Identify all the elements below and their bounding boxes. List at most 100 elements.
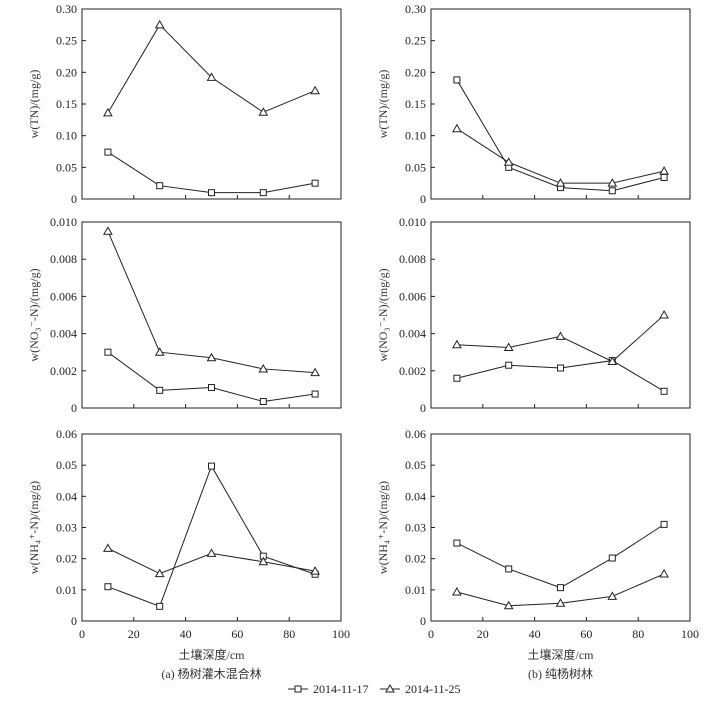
- y-tick-label: 0: [420, 401, 426, 415]
- x-tick-label: 40: [180, 627, 192, 641]
- triangle-marker: [310, 85, 320, 95]
- y-axis-label: w(TN)/(mg/g): [27, 70, 41, 139]
- panel-caption: (a) 杨树灌木混合林: [161, 666, 261, 681]
- y-tick-label: 0.008: [50, 252, 77, 266]
- triangle-marker: [659, 166, 669, 175]
- y-tick-label: 0: [420, 614, 426, 628]
- y-tick-label: 0.05: [405, 160, 426, 174]
- triangle-marker: [258, 556, 269, 566]
- triangle-marker: [607, 591, 618, 600]
- triangle-marker: [310, 566, 320, 575]
- y-tick-label: 0.10: [405, 129, 426, 143]
- square-marker: [311, 179, 319, 187]
- triangle-marker: [607, 178, 618, 187]
- series-line: [107, 24, 316, 114]
- series-line: [456, 523, 665, 589]
- x-tick-label: 0: [79, 627, 85, 641]
- x-tick-label: 80: [283, 627, 295, 641]
- series-2014-11-17: [104, 348, 319, 405]
- series-2014-11-17: [104, 148, 319, 197]
- x-tick-label: 20: [477, 627, 489, 641]
- series-line: [456, 79, 665, 192]
- triangle-marker: [659, 309, 669, 319]
- series-line: [107, 464, 316, 607]
- legend: 2014-11-17 2014-11-25: [288, 682, 461, 696]
- triangle-marker: [154, 347, 165, 356]
- series-2014-11-17: [453, 520, 668, 592]
- y-tick-label: 0: [71, 614, 77, 628]
- plot-frame: [81, 221, 342, 409]
- triangle-marker: [206, 352, 217, 362]
- x-axis-label: 土壤深度/cm: [179, 647, 246, 662]
- square-marker: [505, 361, 513, 369]
- legend-label: 2014-11-17: [313, 682, 369, 696]
- triangle-marker: [258, 363, 269, 373]
- y-tick-label: 0.30: [56, 2, 77, 16]
- series-line: [456, 128, 665, 184]
- series-2014-11-17: [104, 462, 319, 610]
- series-2014-11-17: [453, 357, 668, 395]
- y-tick-label: 0.20: [56, 65, 77, 79]
- triangle-marker: [206, 72, 217, 81]
- x-tick-label: 60: [580, 627, 592, 641]
- triangle-marker: [555, 331, 566, 340]
- plot-frame: [430, 433, 691, 622]
- square-marker: [311, 390, 319, 398]
- y-tick-label: 0.006: [399, 289, 426, 303]
- y-axis-label: w(NH₄⁺-N)/(mg/g): [376, 481, 390, 574]
- plot-frame: [81, 433, 342, 622]
- chart-panel-b-0: 0 0.05 0.10 0.15 0.20 0.25 0.30 w(TN)/(mg/g): [376, 2, 691, 206]
- square-marker: [156, 602, 164, 610]
- square-marker: [453, 374, 461, 382]
- y-tick-label: 0.05: [56, 458, 77, 472]
- x-axis-label: 土壤深度/cm: [528, 647, 595, 662]
- y-tick-label: 0.10: [56, 129, 77, 143]
- x-tick-label: 100: [681, 627, 699, 641]
- plot-frame: [430, 221, 691, 409]
- series-2014-11-25: [103, 543, 320, 578]
- y-axis-label: w(TN)/(mg/g): [376, 70, 390, 139]
- square-marker: [259, 397, 267, 405]
- square-marker: [505, 565, 513, 573]
- square-marker: [156, 182, 164, 190]
- triangle-marker: [503, 342, 514, 352]
- y-tick-label: 0.15: [56, 97, 77, 111]
- square-marker: [660, 520, 668, 528]
- square-marker: [208, 462, 215, 470]
- x-tick-label: 80: [632, 627, 644, 641]
- y-tick-label: 0.008: [399, 252, 426, 266]
- y-tick-label: 0: [71, 401, 77, 415]
- square-marker: [208, 384, 215, 392]
- square-marker: [557, 364, 564, 372]
- square-marker: [104, 348, 112, 356]
- y-tick-label: 0.006: [50, 289, 77, 303]
- y-tick-label: 0.004: [50, 327, 77, 341]
- y-tick-label: 0.04: [56, 489, 77, 503]
- triangle-marker: [452, 123, 462, 133]
- square-marker: [608, 187, 616, 195]
- square-marker: [208, 189, 215, 197]
- square-marker: [259, 189, 267, 197]
- legend-label: 2014-11-25: [405, 682, 461, 696]
- square-marker: [156, 386, 164, 394]
- y-tick-label: 0.01: [405, 583, 426, 597]
- x-tick-label: 60: [231, 627, 243, 641]
- y-axis-label: w(NO₃⁻-N)/(mg/g): [376, 268, 390, 361]
- series-2014-11-17: [453, 76, 668, 195]
- square-marker: [294, 685, 302, 693]
- square-marker: [104, 148, 112, 156]
- y-tick-label: 0.20: [405, 65, 426, 79]
- y-axis-label: w(NH₄⁺-N)/(mg/g): [27, 481, 41, 574]
- series-2014-11-25: [452, 568, 669, 610]
- triangle-marker: [310, 367, 320, 377]
- y-axis-label: w(NO₃⁻-N)/(mg/g): [27, 268, 41, 361]
- triangle-marker: [154, 568, 165, 578]
- triangle-marker: [154, 19, 165, 29]
- plot-frame: [430, 8, 691, 200]
- square-marker: [557, 584, 564, 592]
- x-tick-label: 0: [428, 627, 434, 641]
- y-tick-label: 0.01: [56, 583, 77, 597]
- square-marker: [104, 583, 112, 591]
- y-tick-label: 0.010: [50, 215, 77, 229]
